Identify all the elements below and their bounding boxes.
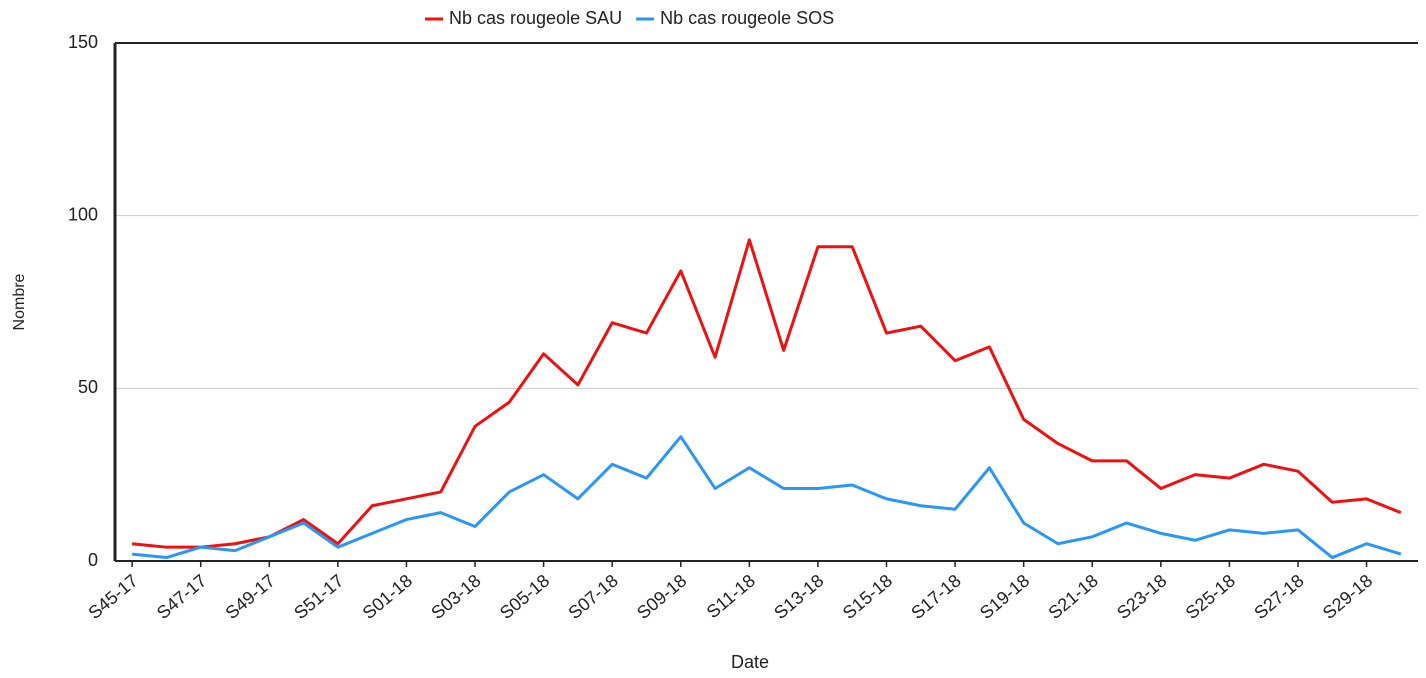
y-tick-label: 100 xyxy=(68,204,98,224)
x-tick-label: S09-18 xyxy=(633,570,690,623)
x-tick-label: S01-18 xyxy=(359,570,416,623)
x-tick-label: S03-18 xyxy=(427,570,484,623)
x-tick-label: S23-18 xyxy=(1113,570,1170,623)
x-tick-label: S11-18 xyxy=(703,570,759,622)
x-tick-label: S25-18 xyxy=(1182,570,1239,623)
x-tick-label: S05-18 xyxy=(496,570,553,623)
y-tick-label: 150 xyxy=(68,32,98,52)
x-tick-label: S17-18 xyxy=(907,570,964,623)
legend-label: Nb cas rougeole SAU xyxy=(449,8,622,28)
x-tick-label: S19-18 xyxy=(976,570,1033,623)
x-tick-label: S29-18 xyxy=(1319,570,1376,623)
data-line xyxy=(131,238,1402,549)
x-tick-label: S47-17 xyxy=(153,570,210,623)
x-tick-label: S45-17 xyxy=(84,570,141,623)
legend-label: Nb cas rougeole SOS xyxy=(660,8,834,28)
y-tick-label: 0 xyxy=(88,550,98,570)
x-tick-label: S13-18 xyxy=(770,570,827,623)
x-tick-label: S21-18 xyxy=(1045,570,1102,623)
x-tick-label: S07-18 xyxy=(564,570,621,623)
x-axis-title: Date xyxy=(731,652,769,672)
x-tick-label: S15-18 xyxy=(839,570,896,623)
data-line xyxy=(131,435,1402,560)
y-tick-label: 50 xyxy=(78,377,98,397)
x-tick-label: S51-17 xyxy=(290,570,347,623)
x-tick-label: S49-17 xyxy=(222,570,279,623)
x-tick-label: S27-18 xyxy=(1250,570,1307,623)
y-axis-title: Nombre xyxy=(11,273,28,330)
